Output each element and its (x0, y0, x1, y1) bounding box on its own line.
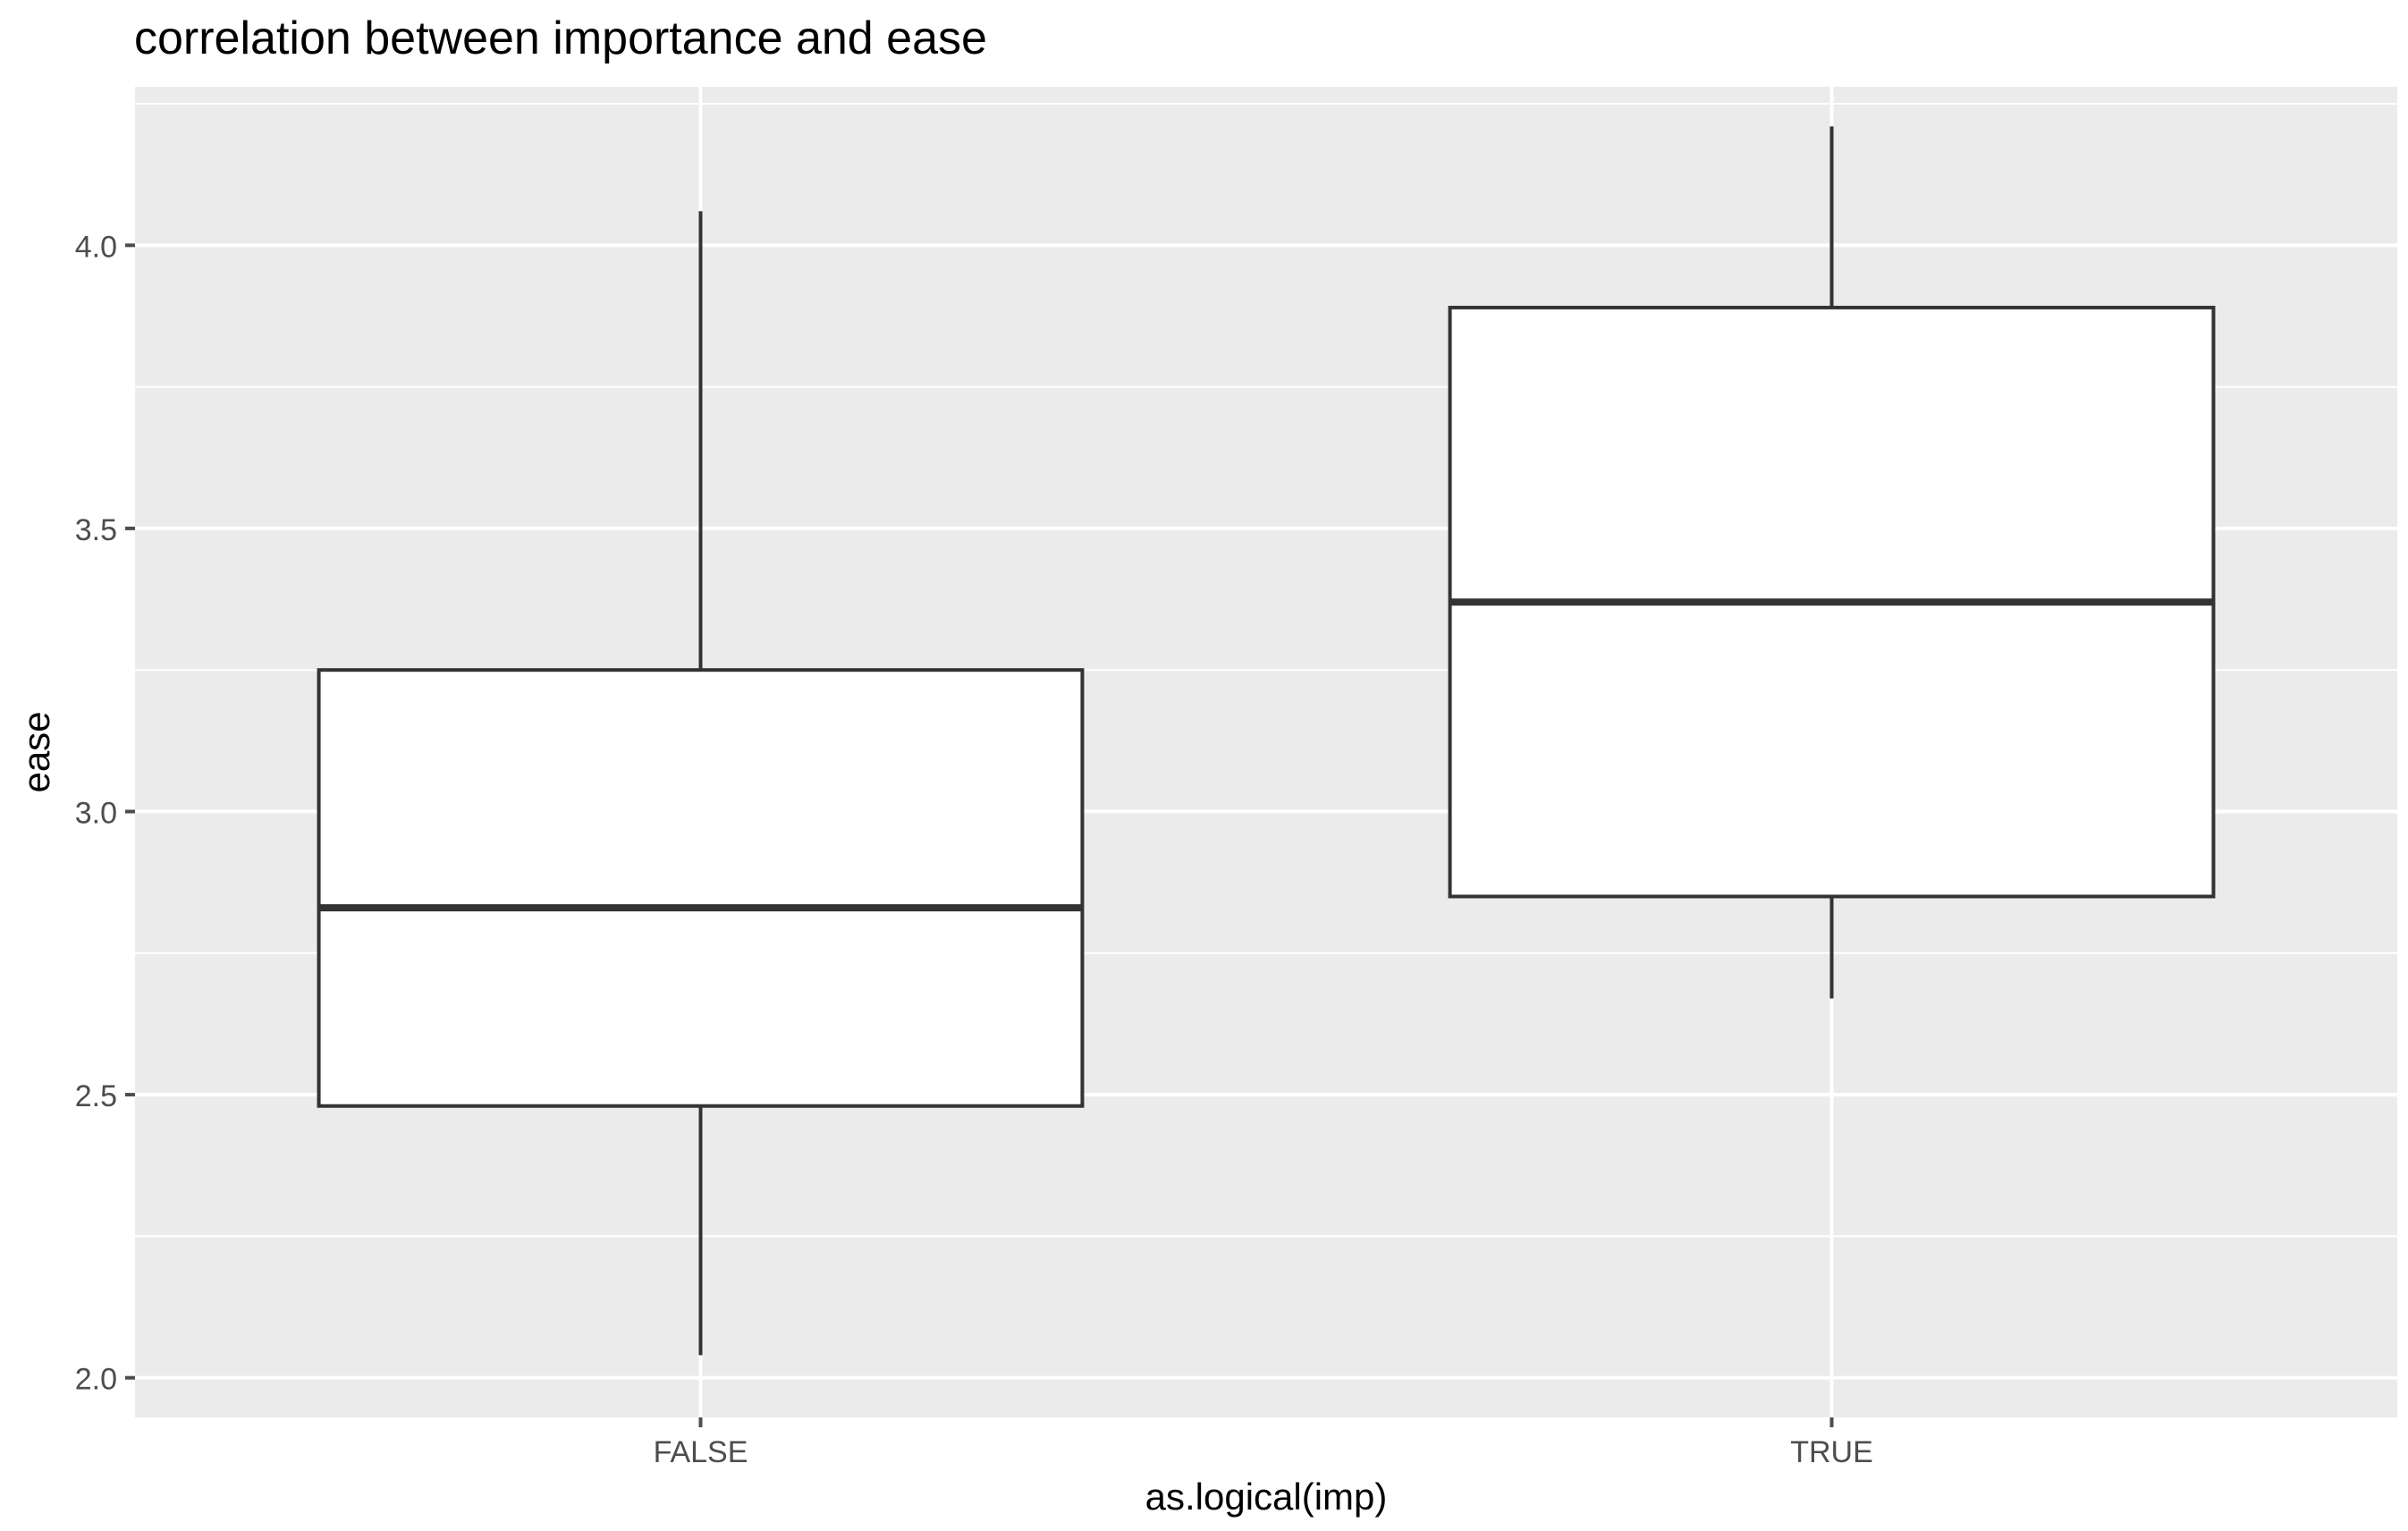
box-false (317, 211, 1085, 1356)
y-tick-label: 4.0 (75, 230, 117, 264)
y-axis: 2.0 2.5 3.0 3.5 4.0 (75, 230, 135, 1397)
x-tick-label: TRUE (1790, 1435, 1873, 1469)
y-tick-label: 2.5 (75, 1079, 117, 1113)
box-true (1448, 126, 2216, 999)
boxes-layer (317, 126, 2216, 1356)
y-tick-label: 3.0 (75, 796, 117, 830)
x-axis: FALSE TRUE (654, 1417, 1873, 1469)
x-tick-label: FALSE (654, 1435, 748, 1469)
y-axis-label: ease (15, 711, 57, 792)
y-tick-label: 2.0 (75, 1363, 117, 1397)
box-iqr (317, 668, 1085, 1108)
y-tick-label: 3.5 (75, 513, 117, 547)
chart-title: correlation between importance and ease (134, 13, 987, 64)
x-axis-label: as.logical(imp) (1145, 1476, 1388, 1518)
